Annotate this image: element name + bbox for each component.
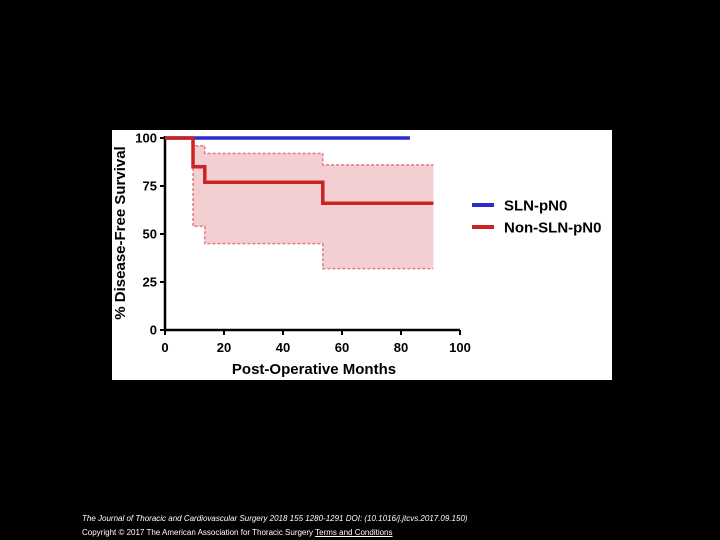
legend-label: SLN-pN0 (504, 198, 567, 215)
series-line-non-sln-pn0 (165, 136, 434, 206)
ci-lower-line (192, 138, 434, 270)
x-tick-label: 80 (394, 340, 408, 355)
x-tick-label: 60 (335, 340, 349, 355)
y-tick-label: 75 (143, 179, 157, 194)
y-tick-label: 100 (135, 131, 157, 146)
x-tick-label: 40 (276, 340, 290, 355)
terms-conditions-link[interactable]: Terms and Conditions (315, 528, 393, 537)
legend-label: Non-SLN-pN0 (504, 220, 602, 237)
figure-caption: The Journal of Thoracic and Cardiovascul… (82, 512, 712, 540)
x-tick-label: 0 (161, 340, 168, 355)
figure-panel: 0 25 50 75 100 0 20 40 60 80 100 % Disease-Free Su… (112, 130, 612, 380)
y-axis-title: % Disease-Free Survival (112, 146, 129, 319)
x-tick-label: 20 (217, 340, 231, 355)
copyright-text: Copyright © 2017 The American Associatio… (82, 528, 314, 537)
citation-text: The Journal of Thoracic and Cardiovascul… (82, 514, 468, 523)
y-tick-label: 25 (143, 275, 157, 290)
x-tick-label: 100 (449, 340, 471, 355)
survival-chart: 0 25 50 75 100 0 20 40 60 80 100 % Disease-Free Su… (112, 131, 602, 379)
x-axis-title: Post-Operative Months (232, 361, 396, 378)
y-tick-label: 0 (150, 323, 157, 338)
y-tick-label: 50 (143, 227, 157, 242)
confidence-band-2 (193, 138, 434, 269)
